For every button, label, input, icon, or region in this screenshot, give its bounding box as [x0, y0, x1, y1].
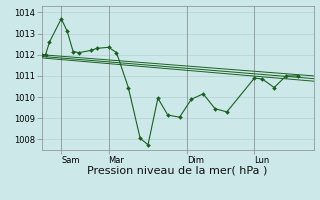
X-axis label: Pression niveau de la mer( hPa ): Pression niveau de la mer( hPa )	[87, 166, 268, 176]
